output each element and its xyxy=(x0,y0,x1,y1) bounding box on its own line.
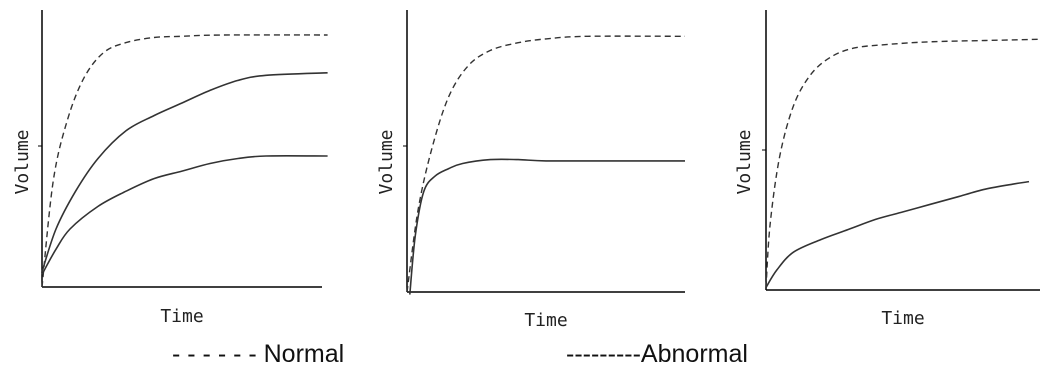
y-axis-label: Volume xyxy=(376,129,397,194)
legend-abnormal: ---------Abnormal xyxy=(566,340,748,368)
x-axis-label: Time xyxy=(524,310,567,331)
abnormal-curve-2 xyxy=(41,72,328,273)
abnormal-curve-2 xyxy=(409,158,685,295)
normal-curve-1 xyxy=(406,35,686,293)
normal-curve-1 xyxy=(765,38,1041,288)
normal-curve-1 xyxy=(41,34,328,288)
abnormal-curve-3 xyxy=(41,154,328,275)
chart-panel-1: Time Volume xyxy=(12,10,328,327)
x-axis-label: Time xyxy=(160,306,203,327)
abnormal-curve-2 xyxy=(765,180,1030,288)
y-axis-label: Volume xyxy=(734,129,755,194)
chart-panel-3: Time Volume xyxy=(734,10,1041,329)
x-axis-label: Time xyxy=(881,308,924,329)
legend-normal: - - - - - - Normal xyxy=(172,340,345,368)
chart-panel-2: Time Volume xyxy=(376,10,686,331)
y-axis-label: Volume xyxy=(12,129,33,194)
